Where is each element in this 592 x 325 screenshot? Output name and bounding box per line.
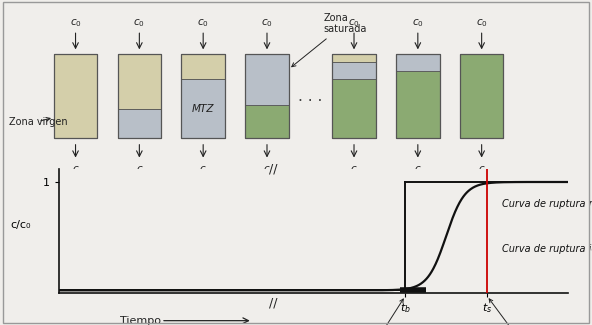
Text: $c_0$: $c_0$ xyxy=(197,17,209,29)
Bar xyxy=(332,79,376,138)
Bar xyxy=(118,109,161,138)
Bar xyxy=(245,54,289,105)
Bar xyxy=(460,54,503,138)
Text: $c$: $c$ xyxy=(263,164,271,174)
Bar xyxy=(396,54,440,138)
Bar xyxy=(181,54,225,138)
Text: Tiempo de saturación real: Tiempo de saturación real xyxy=(464,299,581,325)
Text: $c$: $c$ xyxy=(478,164,485,174)
Bar xyxy=(54,54,97,138)
Text: $c_0$: $c_0$ xyxy=(133,17,145,29)
Bar xyxy=(245,54,289,138)
Bar xyxy=(118,54,161,138)
Text: $c_0$: $c_0$ xyxy=(412,17,424,29)
Y-axis label: c/c₀: c/c₀ xyxy=(11,220,31,229)
Bar xyxy=(332,62,376,79)
Bar xyxy=(245,105,289,138)
Text: $c_0$: $c_0$ xyxy=(70,17,82,29)
Bar xyxy=(118,54,161,109)
Text: $c$: $c$ xyxy=(72,164,79,174)
Text: Curva de ruptura ideal: Curva de ruptura ideal xyxy=(502,244,592,254)
Text: $c_0$: $c_0$ xyxy=(348,17,360,29)
Bar xyxy=(181,54,225,79)
Bar xyxy=(181,79,225,138)
Text: Tiempo: Tiempo xyxy=(120,316,161,325)
Text: $c$: $c$ xyxy=(350,164,358,174)
Text: . . .: . . . xyxy=(298,89,323,104)
Text: //: // xyxy=(269,162,277,176)
Text: $c_0$: $c_0$ xyxy=(476,17,488,29)
Bar xyxy=(332,54,376,62)
Text: Zona virgen: Zona virgen xyxy=(9,117,67,126)
Text: Curva de ruptura real: Curva de ruptura real xyxy=(502,199,592,209)
Text: $c$: $c$ xyxy=(414,164,422,174)
Text: Tiempo de ruptura real: Tiempo de ruptura real xyxy=(323,299,427,325)
Bar xyxy=(460,54,503,138)
Text: $c$: $c$ xyxy=(136,164,143,174)
Bar xyxy=(396,71,440,138)
Bar xyxy=(396,54,440,71)
Text: Zona
saturada: Zona saturada xyxy=(292,13,367,67)
Bar xyxy=(332,54,376,138)
Text: $c$: $c$ xyxy=(200,164,207,174)
Text: $c_0$: $c_0$ xyxy=(261,17,273,29)
Text: MTZ: MTZ xyxy=(192,104,214,114)
Text: //: // xyxy=(269,297,277,310)
Bar xyxy=(54,54,97,138)
